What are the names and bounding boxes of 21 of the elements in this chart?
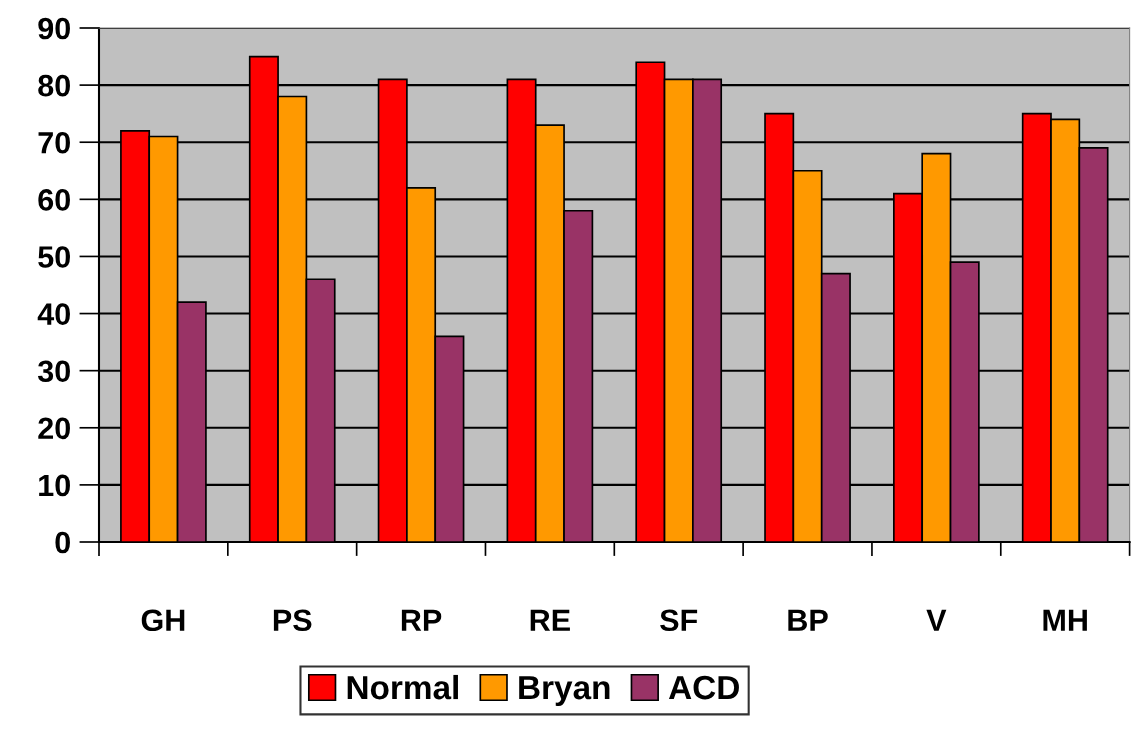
x-tick-label: V (926, 609, 947, 631)
y-tick-label: 60 (38, 189, 70, 211)
y-tick-label: 40 (37, 303, 70, 325)
y-tick-label: 80 (38, 74, 70, 97)
y-tick-label: 10 (39, 474, 70, 497)
y-tick-label: 20 (38, 417, 70, 440)
x-tick-label: PS (273, 609, 312, 632)
y-tick-label: 0 (55, 531, 70, 554)
x-tick-label: SF (660, 609, 698, 632)
legend-label: ACD (668, 675, 739, 700)
legend-label: Normal (347, 674, 458, 700)
x-tick-label: RP (401, 609, 442, 631)
y-tick-label: 70 (38, 131, 70, 154)
x-tick-label: BP (788, 609, 828, 631)
x-tick-label: GH (141, 609, 185, 632)
y-tick-label: 90 (38, 17, 70, 40)
x-tick-label: MH (1043, 609, 1087, 631)
legend-label: Bryan (519, 676, 610, 706)
x-tick-label: RE (530, 609, 570, 631)
y-tick-label: 50 (38, 246, 70, 268)
y-tick-label: 30 (37, 360, 70, 383)
